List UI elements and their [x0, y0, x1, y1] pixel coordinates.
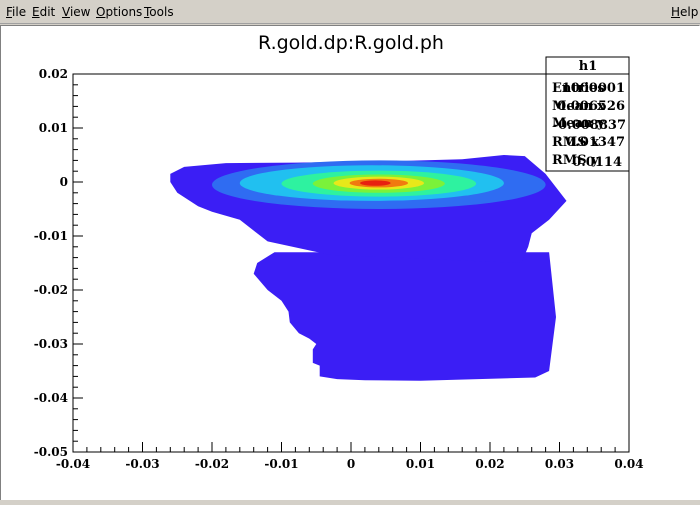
- stats-meany-value: -0.008837: [553, 118, 626, 133]
- menu-bar: File Edit View Options Tools Help: [0, 0, 700, 24]
- y-axis: -0.05 -0.04 -0.03 -0.02 -0.01 0 0.01 0.02: [34, 67, 83, 459]
- menu-file[interactable]: File: [6, 5, 27, 19]
- stats-rmsy-value: 0.0114: [572, 155, 622, 170]
- stats-rmsy-label: RMS y: [552, 153, 599, 168]
- plot-svg: R.gold.dp:R.gold.ph -0.04 -0.03 -0.02 -0.01…: [34, 32, 644, 471]
- menu-options[interactable]: Options: [96, 5, 143, 19]
- x-tick-label: 0.02: [475, 457, 504, 471]
- y-tick-label: 0: [60, 175, 68, 189]
- x-tick-label: -0.03: [125, 457, 159, 471]
- y-tick-label: -0.01: [34, 229, 68, 243]
- y-tick-label: 0.02: [39, 67, 68, 81]
- stats-box[interactable]: h1 Entries 1000001 Mean x 0.006526 Mean …: [545, 56, 630, 172]
- density-region-lower: [253, 252, 556, 381]
- x-tick-label: -0.01: [264, 457, 298, 471]
- y-tick-label: -0.02: [34, 283, 68, 297]
- stats-entries-label: Entries: [552, 81, 605, 96]
- menu-view[interactable]: View: [62, 5, 91, 19]
- stats-meany-label: Mean y: [552, 116, 605, 131]
- menu-edit[interactable]: Edit: [32, 5, 56, 19]
- x-tick-label: 0.03: [545, 457, 574, 471]
- stats-rmsx-value: 0.01347: [566, 135, 625, 150]
- density-layer: [170, 155, 567, 381]
- x-tick-label: 0: [347, 457, 355, 471]
- plot-canvas[interactable]: R.gold.dp:R.gold.ph -0.04 -0.03 -0.02 -0.01…: [0, 25, 700, 500]
- stats-entries-value: 1000001: [562, 81, 625, 96]
- y-tick-label: -0.03: [34, 337, 68, 351]
- x-tick-label: -0.04: [56, 457, 90, 471]
- y-tick-label: 0.01: [39, 121, 68, 135]
- y-tick-label: -0.04: [34, 391, 68, 405]
- x-tick-label: -0.02: [195, 457, 229, 471]
- stats-name: h1: [579, 59, 598, 74]
- menu-tools[interactable]: Tools: [144, 5, 174, 19]
- y-tick-label: -0.05: [34, 445, 68, 459]
- stats-rmsx-label: RMS x: [552, 135, 599, 150]
- chart-title: R.gold.dp:R.gold.ph: [258, 32, 444, 54]
- x-tick-label: 0.01: [406, 457, 435, 471]
- stats-box-frame: [545, 56, 630, 172]
- stats-meanx-value: 0.006526: [557, 99, 625, 114]
- menu-help[interactable]: Help: [671, 5, 699, 19]
- density-contour-8: [360, 180, 391, 186]
- x-tick-label: 0.04: [614, 457, 643, 471]
- x-axis: -0.04 -0.03 -0.02 -0.01 0 0.01 0.02 0.03 0.04: [56, 442, 644, 471]
- stats-meanx-label: Mean x: [552, 99, 605, 114]
